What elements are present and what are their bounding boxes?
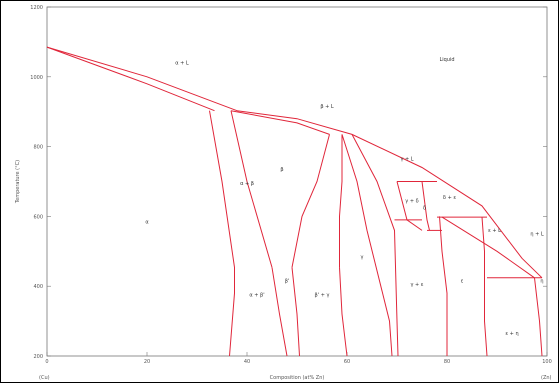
phase-label: γ + ε bbox=[410, 282, 423, 288]
phase-label: ε + η bbox=[505, 331, 518, 337]
phase-label: β + L bbox=[320, 104, 334, 110]
phase-label: γ + δ bbox=[405, 198, 418, 204]
x-tick-label: 100 bbox=[542, 359, 552, 365]
phase-label: γ + L bbox=[400, 157, 413, 163]
x-tick-label: 80 bbox=[444, 359, 450, 365]
axes: 200 400 600 800 1000 1200 0 20 40 60 80 100 bbox=[30, 5, 552, 365]
boundary-solidus-beta bbox=[230, 110, 330, 135]
phase-label: Liquid bbox=[439, 57, 454, 63]
y-tick-label: 800 bbox=[33, 145, 43, 151]
phase-label: β bbox=[280, 167, 283, 173]
phase-label: δ bbox=[423, 205, 426, 211]
boundary-liquidus-alpha bbox=[46, 46, 238, 112]
boundary-beta-right-upper bbox=[339, 134, 343, 268]
x-axis-end-label-left: (Cu) bbox=[39, 375, 50, 381]
phase-label: α + L bbox=[175, 61, 189, 67]
boundary-delta-right bbox=[421, 181, 430, 231]
boundary-alpha-solvus bbox=[209, 110, 235, 357]
boundary-beta-left bbox=[271, 267, 288, 357]
phase-label: ε bbox=[461, 279, 464, 285]
phase-label: α + β' bbox=[249, 293, 264, 299]
y-tick-label: 1000 bbox=[30, 75, 43, 81]
boundary-eta-solvus bbox=[534, 277, 543, 357]
boundary-beta-right-lower bbox=[291, 267, 300, 357]
boundary-epsilon-left bbox=[439, 216, 448, 356]
boundary-solidus-alpha bbox=[46, 46, 215, 112]
boundary-gamma-right bbox=[351, 134, 399, 357]
phase-label: ε + L bbox=[488, 228, 501, 234]
y-tick-label: 400 bbox=[33, 284, 43, 290]
phase-label: β' + γ bbox=[315, 293, 330, 299]
boundary-gamma-left bbox=[341, 134, 393, 357]
x-axis-end-label-right: (Zn) bbox=[541, 375, 552, 381]
phase-label: η bbox=[540, 279, 543, 285]
boundary-beta-gamma-lower bbox=[339, 267, 348, 357]
boundary-delta-left bbox=[396, 181, 423, 231]
y-tick-label: 1200 bbox=[30, 5, 43, 11]
x-tick-label: 60 bbox=[344, 359, 350, 365]
y-tick-label: 200 bbox=[33, 354, 43, 360]
y-tick-label: 600 bbox=[33, 214, 43, 220]
boundary-beta-left-upper bbox=[291, 134, 330, 268]
boundary-epsilon-liquid-lower bbox=[441, 216, 535, 279]
x-tick-label: 40 bbox=[244, 359, 250, 365]
y-axis-title: Temperature (°C) bbox=[15, 160, 21, 204]
phase-boundaries bbox=[46, 46, 543, 357]
phase-label: α + β bbox=[240, 181, 254, 187]
plot-area-border bbox=[46, 6, 548, 357]
phase-label: δ + ε bbox=[443, 195, 456, 201]
phase-label: η + L bbox=[530, 232, 544, 238]
phase-labels: Liquid α + L β + L α β α + β γ + L γ γ + δ δ δ + ε… bbox=[145, 57, 544, 337]
x-axis-title: Composition (at% Zn) bbox=[270, 375, 325, 381]
x-tick-label: 20 bbox=[144, 359, 150, 365]
boundary-alpha-beta-right bbox=[230, 110, 273, 268]
phase-label: γ bbox=[361, 254, 364, 260]
boundary-liquidus-main bbox=[236, 110, 543, 279]
x-tick-label: 0 bbox=[45, 359, 48, 365]
phase-label: α bbox=[145, 219, 149, 225]
boundary-epsilon-right bbox=[481, 217, 488, 357]
phase-label: β' bbox=[285, 279, 290, 285]
